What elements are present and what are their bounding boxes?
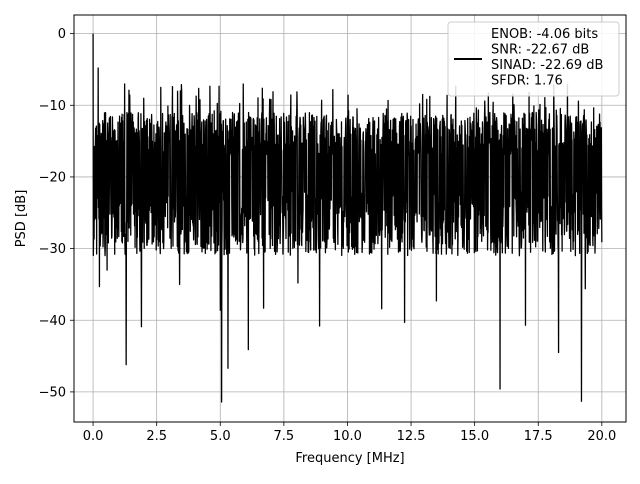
x-axis-label: Frequency [MHz] bbox=[295, 451, 404, 466]
x-tick-label: 5.0 bbox=[210, 429, 231, 444]
legend: ENOB: -4.06 bits SNR: -22.67 dB SINAD: -… bbox=[447, 21, 620, 97]
x-tick-label: 7.5 bbox=[274, 429, 295, 444]
legend-line-sfdr: SFDR: 1.76 bbox=[491, 74, 563, 89]
y-axis-ticks: 0 −10 −20 −30 −40 −50 bbox=[39, 27, 74, 400]
y-tick-label: 0 bbox=[58, 27, 66, 42]
x-tick-label: 17.5 bbox=[524, 429, 553, 444]
legend-box bbox=[447, 21, 620, 97]
y-tick-label: −50 bbox=[39, 385, 66, 400]
plot-frame bbox=[73, 14, 627, 423]
y-tick-label: −20 bbox=[39, 170, 66, 185]
x-axis-ticks: 0.0 2.5 5.0 7.5 10.0 12.5 15.0 17.5 20.0 bbox=[83, 422, 616, 444]
legend-line-snr: SNR: -22.67 dB bbox=[491, 43, 589, 58]
x-tick-label: 15.0 bbox=[460, 429, 489, 444]
x-tick-label: 12.5 bbox=[397, 429, 426, 444]
y-tick-label: −30 bbox=[39, 242, 66, 257]
x-tick-label: 10.0 bbox=[333, 429, 362, 444]
x-tick-label: 20.0 bbox=[587, 429, 616, 444]
y-tick-label: −40 bbox=[39, 314, 66, 329]
legend-line-sinad: SINAD: -22.69 dB bbox=[491, 58, 603, 73]
y-axis-label: PSD [dB] bbox=[14, 190, 29, 248]
x-tick-label: 2.5 bbox=[146, 429, 167, 444]
x-tick-label: 0.0 bbox=[83, 429, 104, 444]
series-layer bbox=[92, 33, 603, 403]
legend-line-enob: ENOB: -4.06 bits bbox=[491, 27, 598, 42]
y-tick-label: −10 bbox=[39, 99, 66, 114]
psd-series-line bbox=[92, 33, 603, 403]
